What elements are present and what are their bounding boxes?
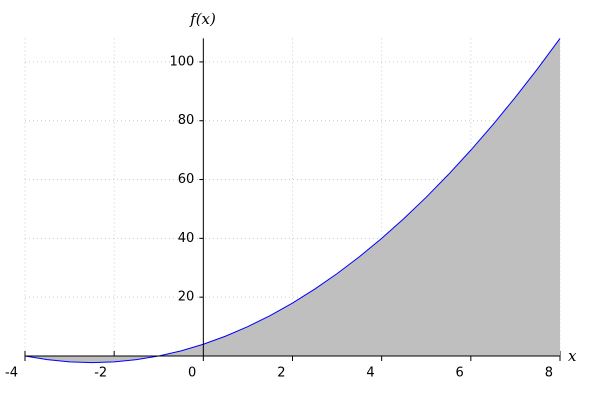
y-tick-label: 40 xyxy=(178,231,195,246)
area-fill xyxy=(25,38,560,363)
x-axis-label: x xyxy=(568,347,577,365)
x-tick-label: 2 xyxy=(277,365,285,380)
y-tick-label: 60 xyxy=(178,172,195,187)
curve xyxy=(24,38,561,364)
x-tick-label: 0 xyxy=(188,365,196,380)
x-tick-label: 4 xyxy=(366,365,374,380)
y-tick-label: 100 xyxy=(170,54,195,69)
x-tick-label: 6 xyxy=(456,365,464,380)
x-tick-label: 8 xyxy=(545,365,553,380)
x-tick-label: -4 xyxy=(5,365,18,380)
y-tick-label: 20 xyxy=(178,290,195,305)
x-tick-label: -2 xyxy=(94,365,107,380)
y-tick-label: 80 xyxy=(178,113,195,128)
y-axis-label: f(x) xyxy=(189,10,216,28)
